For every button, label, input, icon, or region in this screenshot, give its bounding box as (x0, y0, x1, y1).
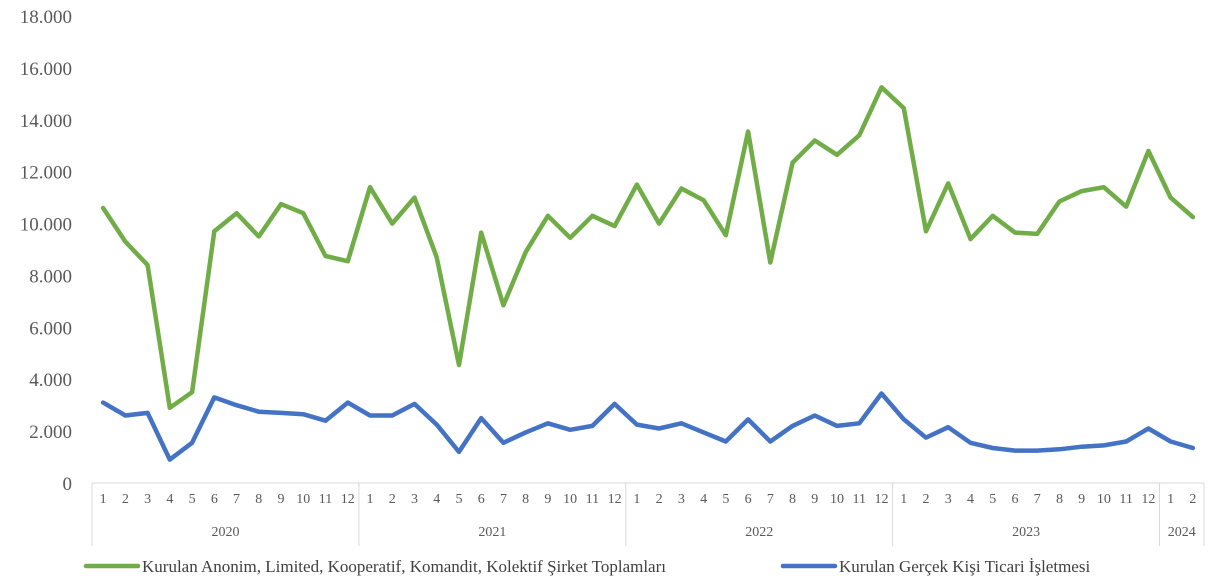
legend-label-1: Kurulan Gerçek Kişi Ticari İşletmesi (839, 557, 1090, 576)
x-tick-label: 9 (544, 492, 551, 507)
x-tick-label: 11 (1119, 492, 1132, 507)
x-tick-label: 6 (211, 492, 218, 507)
x-tick-label: 9 (1078, 492, 1085, 507)
x-tick-label: 3 (945, 492, 952, 507)
x-axis: 1 2 3 4 5 6 7 8 9 10 11 12 1 2 3 4 5 6 7 8 9 10 11 12 1 2 3 4 5 6 7 8 9 1… (91, 482, 1205, 546)
x-tick-label: 1 (633, 492, 640, 507)
x-tick-label: 4 (700, 492, 707, 507)
x-tick-label: 10 (563, 492, 577, 507)
x-tick-label: 9 (811, 492, 818, 507)
x-tick-label: 2 (923, 492, 930, 507)
x-tick-label: 2 (1189, 492, 1196, 507)
year-label: 2024 (1168, 525, 1196, 540)
x-tick-label: 8 (1056, 492, 1063, 507)
x-tick-label: 7 (500, 492, 507, 507)
x-tick-label: 3 (411, 492, 418, 507)
x-tick-label: 4 (433, 492, 440, 507)
x-tick-label: 6 (1011, 492, 1018, 507)
y-tick-label: 10.000 (20, 215, 72, 236)
y-tick-label: 0 (63, 474, 73, 495)
x-tick-label: 12 (1141, 492, 1155, 507)
x-tick-label: 8 (522, 492, 529, 507)
x-tick-label: 5 (455, 492, 462, 507)
x-tick-label: 1 (1167, 492, 1174, 507)
x-tick-label: 4 (967, 492, 974, 507)
y-tick-label: 16.000 (20, 59, 72, 80)
y-tick-label: 14.000 (20, 111, 72, 132)
x-tick-label: 2 (656, 492, 663, 507)
x-tick-label: 12 (875, 492, 889, 507)
x-tick-label: 1 (100, 492, 107, 507)
y-tick-label: 6.000 (29, 318, 72, 339)
x-tick-label: 3 (144, 492, 151, 507)
legend-label-0: Kurulan Anonim, Limited, Kooperatif, Kom… (142, 557, 666, 576)
x-tick-label: 7 (767, 492, 774, 507)
y-tick-label: 18.000 (20, 7, 72, 28)
x-tick-label: 5 (189, 492, 196, 507)
x-tick-label: 10 (296, 492, 310, 507)
x-tick-label: 11 (319, 492, 332, 507)
x-tick-label: 1 (900, 492, 907, 507)
x-tick-label: 10 (1097, 492, 1111, 507)
x-tick-label: 6 (478, 492, 485, 507)
x-tick-label: 1 (367, 492, 374, 507)
y-axis: 0 2.000 4.000 6.000 8.000 10.000 12.000 14.000 1… (20, 7, 72, 495)
series-lines (100, 85, 1196, 462)
x-tick-label: 6 (745, 492, 752, 507)
year-label: 2020 (211, 525, 239, 540)
y-tick-label: 8.000 (29, 266, 72, 287)
x-tick-label: 7 (233, 492, 240, 507)
y-tick-label: 4.000 (29, 370, 72, 391)
series-line-0 (100, 85, 1196, 411)
x-tick-label: 4 (166, 492, 173, 507)
x-tick-label: 2 (389, 492, 396, 507)
year-label: 2023 (1012, 525, 1040, 540)
x-tick-label: 12 (341, 492, 355, 507)
x-tick-label: 10 (830, 492, 844, 507)
year-label: 2021 (478, 525, 506, 540)
x-tick-label: 12 (608, 492, 622, 507)
y-tick-label: 12.000 (20, 163, 72, 184)
x-tick-label: 11 (853, 492, 866, 507)
y-tick-label: 2.000 (29, 422, 72, 443)
x-tick-label: 3 (678, 492, 685, 507)
x-tick-label: 7 (1034, 492, 1041, 507)
x-tick-label: 9 (278, 492, 285, 507)
x-tick-label: 8 (789, 492, 796, 507)
x-tick-label: 2 (122, 492, 129, 507)
x-tick-label: 5 (989, 492, 996, 507)
legend: Kurulan Anonim, Limited, Kooperatif, Kom… (83, 557, 1090, 576)
x-tick-label: 5 (722, 492, 729, 507)
x-tick-label: 8 (255, 492, 262, 507)
x-tick-label: 11 (586, 492, 599, 507)
year-label: 2022 (745, 525, 773, 540)
series-line-1 (100, 391, 1196, 462)
